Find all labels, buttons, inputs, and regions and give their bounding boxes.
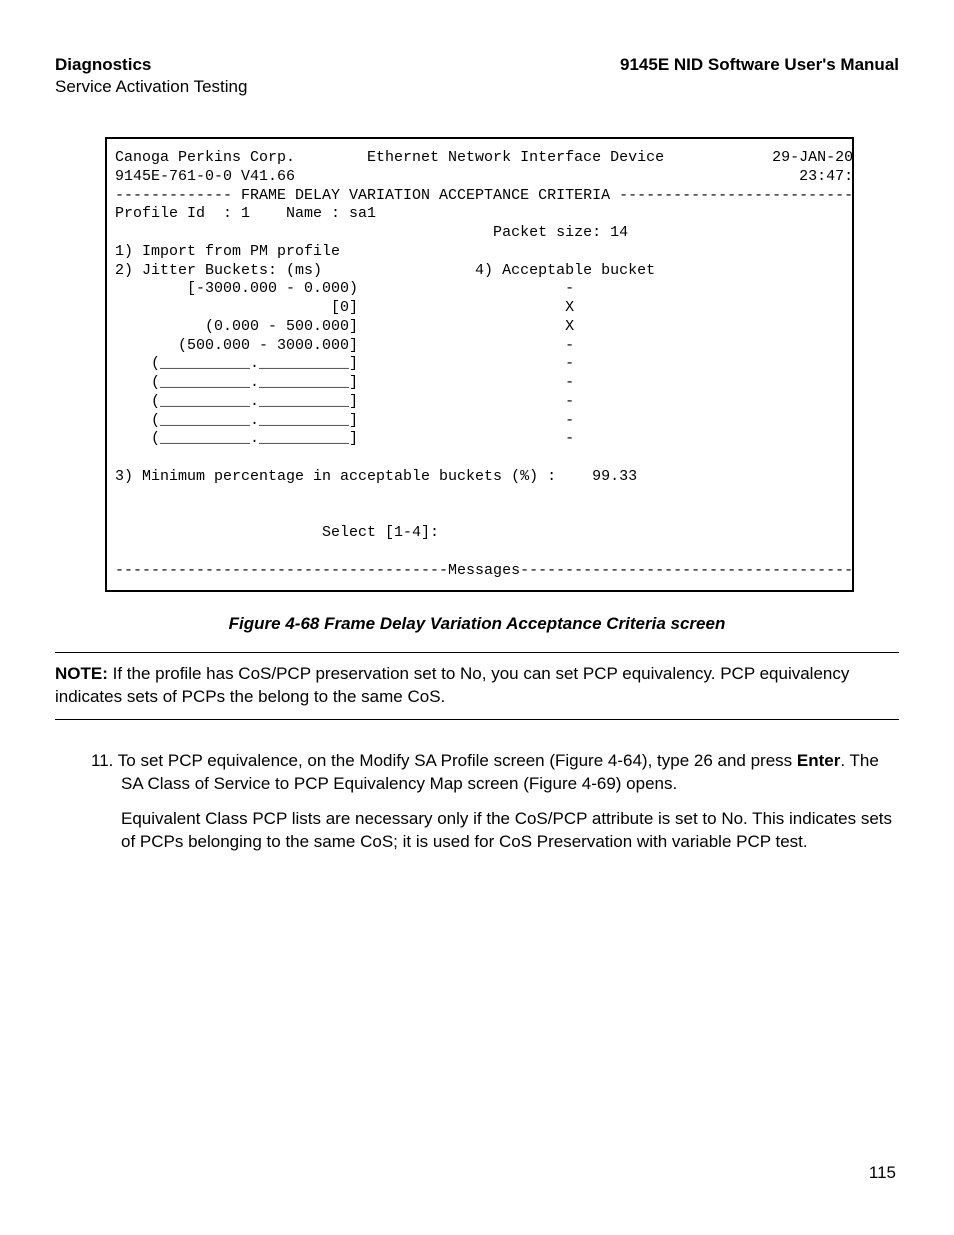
header-left: Diagnostics (55, 55, 151, 75)
header-right: 9145E NID Software User's Manual (620, 55, 899, 75)
header-subtitle: Service Activation Testing (55, 77, 899, 97)
step-11: 11. To set PCP equivalence, on the Modif… (55, 750, 899, 796)
page: Diagnostics 9145E NID Software User's Ma… (0, 0, 954, 1235)
step-bold: Enter (797, 751, 840, 770)
note-text: If the profile has CoS/PCP preservation … (55, 664, 849, 706)
page-number: 115 (869, 1163, 896, 1183)
note-block: NOTE: If the profile has CoS/PCP preserv… (55, 653, 899, 719)
divider-bottom (55, 719, 899, 720)
step-number: 11. (91, 751, 113, 770)
page-header: Diagnostics 9145E NID Software User's Ma… (55, 55, 899, 75)
note-label: NOTE: (55, 664, 108, 683)
terminal-screen: Canoga Perkins Corp. Ethernet Network In… (105, 137, 854, 592)
step-11-para2: Equivalent Class PCP lists are necessary… (55, 808, 899, 854)
step-text-a: To set PCP equivalence, on the Modify SA… (113, 751, 797, 770)
figure-caption: Figure 4-68 Frame Delay Variation Accept… (55, 614, 899, 634)
